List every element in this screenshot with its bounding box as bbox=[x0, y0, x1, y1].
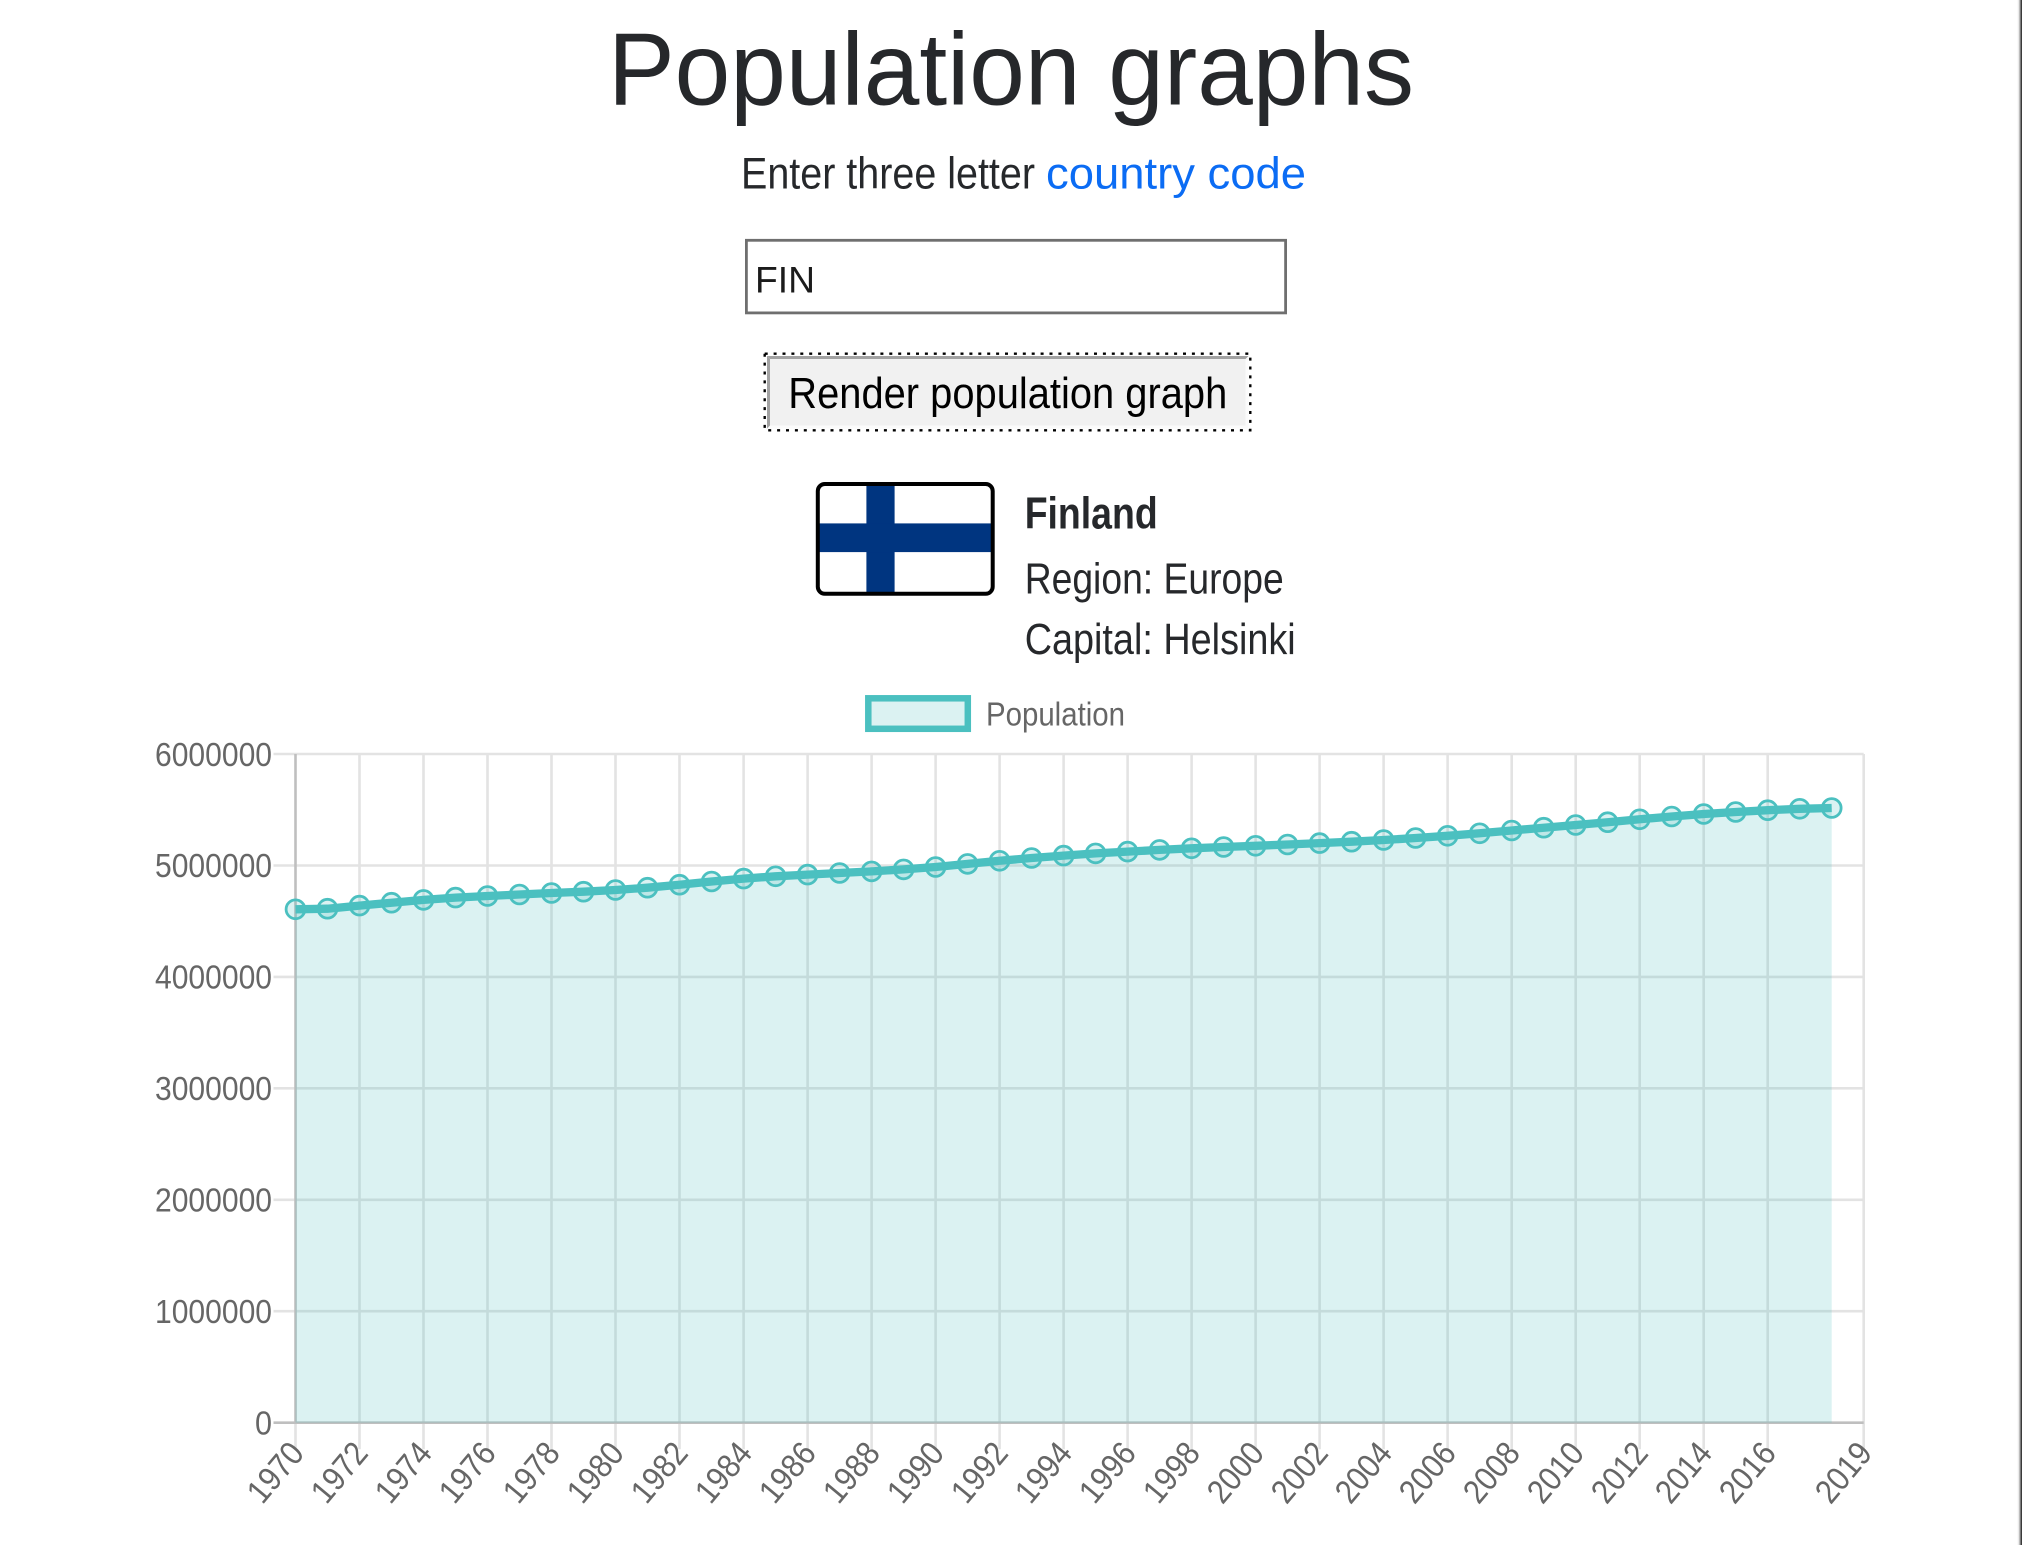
svg-text:2000: 2000 bbox=[1200, 1435, 1271, 1510]
svg-text:Region: Europe: Region: Europe bbox=[1025, 556, 1284, 604]
svg-text:3000000: 3000000 bbox=[155, 1071, 272, 1108]
svg-text:FIN: FIN bbox=[755, 260, 815, 301]
svg-text:2006: 2006 bbox=[1392, 1435, 1463, 1510]
svg-text:1982: 1982 bbox=[624, 1435, 695, 1510]
svg-text:1000000: 1000000 bbox=[155, 1294, 272, 1331]
svg-text:1994: 1994 bbox=[1008, 1435, 1079, 1510]
svg-text:Population: Population bbox=[986, 697, 1125, 734]
svg-text:2019: 2019 bbox=[1808, 1435, 1879, 1510]
svg-text:1978: 1978 bbox=[496, 1435, 567, 1510]
svg-text:6000000: 6000000 bbox=[155, 737, 272, 774]
svg-text:1998: 1998 bbox=[1136, 1435, 1207, 1510]
svg-text:2004: 2004 bbox=[1328, 1435, 1399, 1510]
svg-text:1980: 1980 bbox=[560, 1435, 631, 1510]
svg-text:2016: 2016 bbox=[1712, 1435, 1783, 1510]
svg-text:Finland: Finland bbox=[1025, 490, 1158, 539]
svg-text:1990: 1990 bbox=[880, 1435, 951, 1510]
svg-text:2012: 2012 bbox=[1584, 1435, 1655, 1510]
svg-text:Capital: Helsinki: Capital: Helsinki bbox=[1025, 616, 1296, 664]
svg-text:0: 0 bbox=[255, 1406, 272, 1443]
svg-text:1996: 1996 bbox=[1072, 1435, 1143, 1510]
svg-text:2008: 2008 bbox=[1456, 1435, 1527, 1510]
svg-text:1970: 1970 bbox=[240, 1435, 311, 1510]
svg-text:1972: 1972 bbox=[304, 1435, 375, 1510]
svg-text:2002: 2002 bbox=[1264, 1435, 1335, 1510]
svg-text:Render population graph: Render population graph bbox=[788, 370, 1227, 418]
svg-text:1992: 1992 bbox=[944, 1435, 1015, 1510]
svg-text:1988: 1988 bbox=[816, 1435, 887, 1510]
svg-text:1974: 1974 bbox=[368, 1435, 439, 1510]
svg-text:1984: 1984 bbox=[688, 1435, 759, 1510]
svg-text:2000000: 2000000 bbox=[155, 1183, 272, 1220]
svg-text:Enter three letter: Enter three letter bbox=[741, 150, 1035, 199]
svg-text:1976: 1976 bbox=[432, 1435, 503, 1510]
svg-text:5000000: 5000000 bbox=[155, 848, 272, 885]
svg-text:Population graphs: Population graphs bbox=[608, 12, 1414, 127]
svg-text:country code: country code bbox=[1046, 150, 1306, 199]
svg-text:1986: 1986 bbox=[752, 1435, 823, 1510]
svg-text:4000000: 4000000 bbox=[155, 960, 272, 997]
svg-text:2010: 2010 bbox=[1520, 1435, 1591, 1510]
svg-text:2014: 2014 bbox=[1648, 1435, 1719, 1510]
